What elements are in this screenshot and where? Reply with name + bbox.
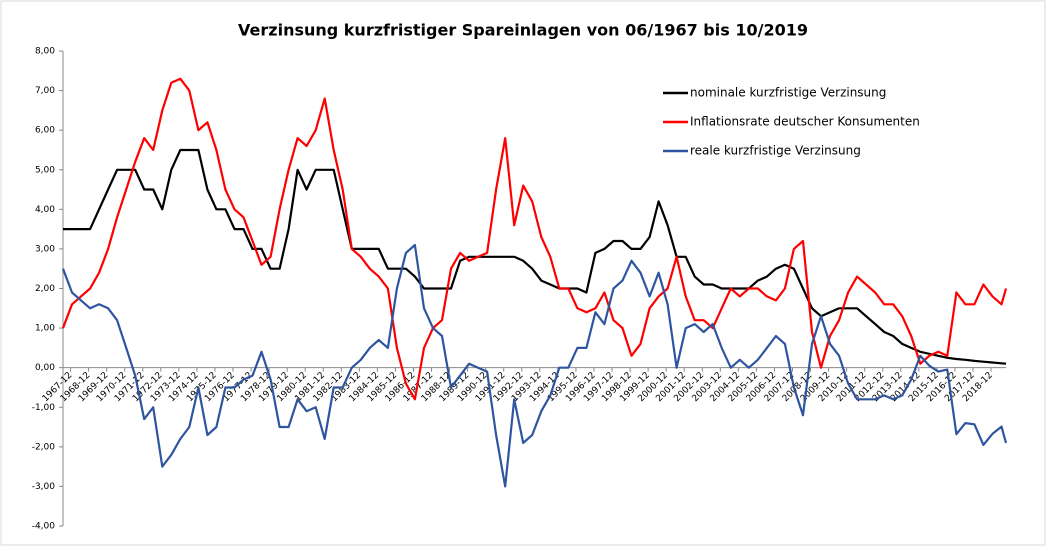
y-tick-label: 2,00 bbox=[35, 284, 55, 294]
series-line bbox=[61, 77, 1008, 401]
chart-title: Verzinsung kurzfristiger Spareinlagen vo… bbox=[238, 21, 808, 40]
y-tick-label: 4,00 bbox=[35, 205, 55, 215]
y-tick-label: 3,00 bbox=[35, 244, 55, 254]
y-tick-label: 6,00 bbox=[35, 126, 55, 136]
series-line bbox=[61, 243, 1008, 488]
y-tick-label: 8,00 bbox=[35, 47, 55, 57]
legend-label: Inflationsrate deutscher Konsumenten bbox=[690, 115, 920, 129]
y-tick-label: 7,00 bbox=[35, 86, 55, 96]
y-tick-label: 1,00 bbox=[35, 324, 55, 334]
legend-label: nominale kurzfristige Verzinsung bbox=[690, 86, 886, 100]
y-tick-label: -4,00 bbox=[32, 522, 56, 532]
y-tick-label: 0,00 bbox=[35, 363, 55, 373]
y-tick-label: 5,00 bbox=[35, 165, 55, 175]
series-line bbox=[63, 148, 1007, 365]
legend-label: reale kurzfristige Verzinsung bbox=[690, 144, 861, 158]
y-tick-label: -2,00 bbox=[32, 442, 56, 452]
y-tick-label: -1,00 bbox=[32, 403, 56, 413]
y-tick-label: -3,00 bbox=[32, 482, 56, 492]
